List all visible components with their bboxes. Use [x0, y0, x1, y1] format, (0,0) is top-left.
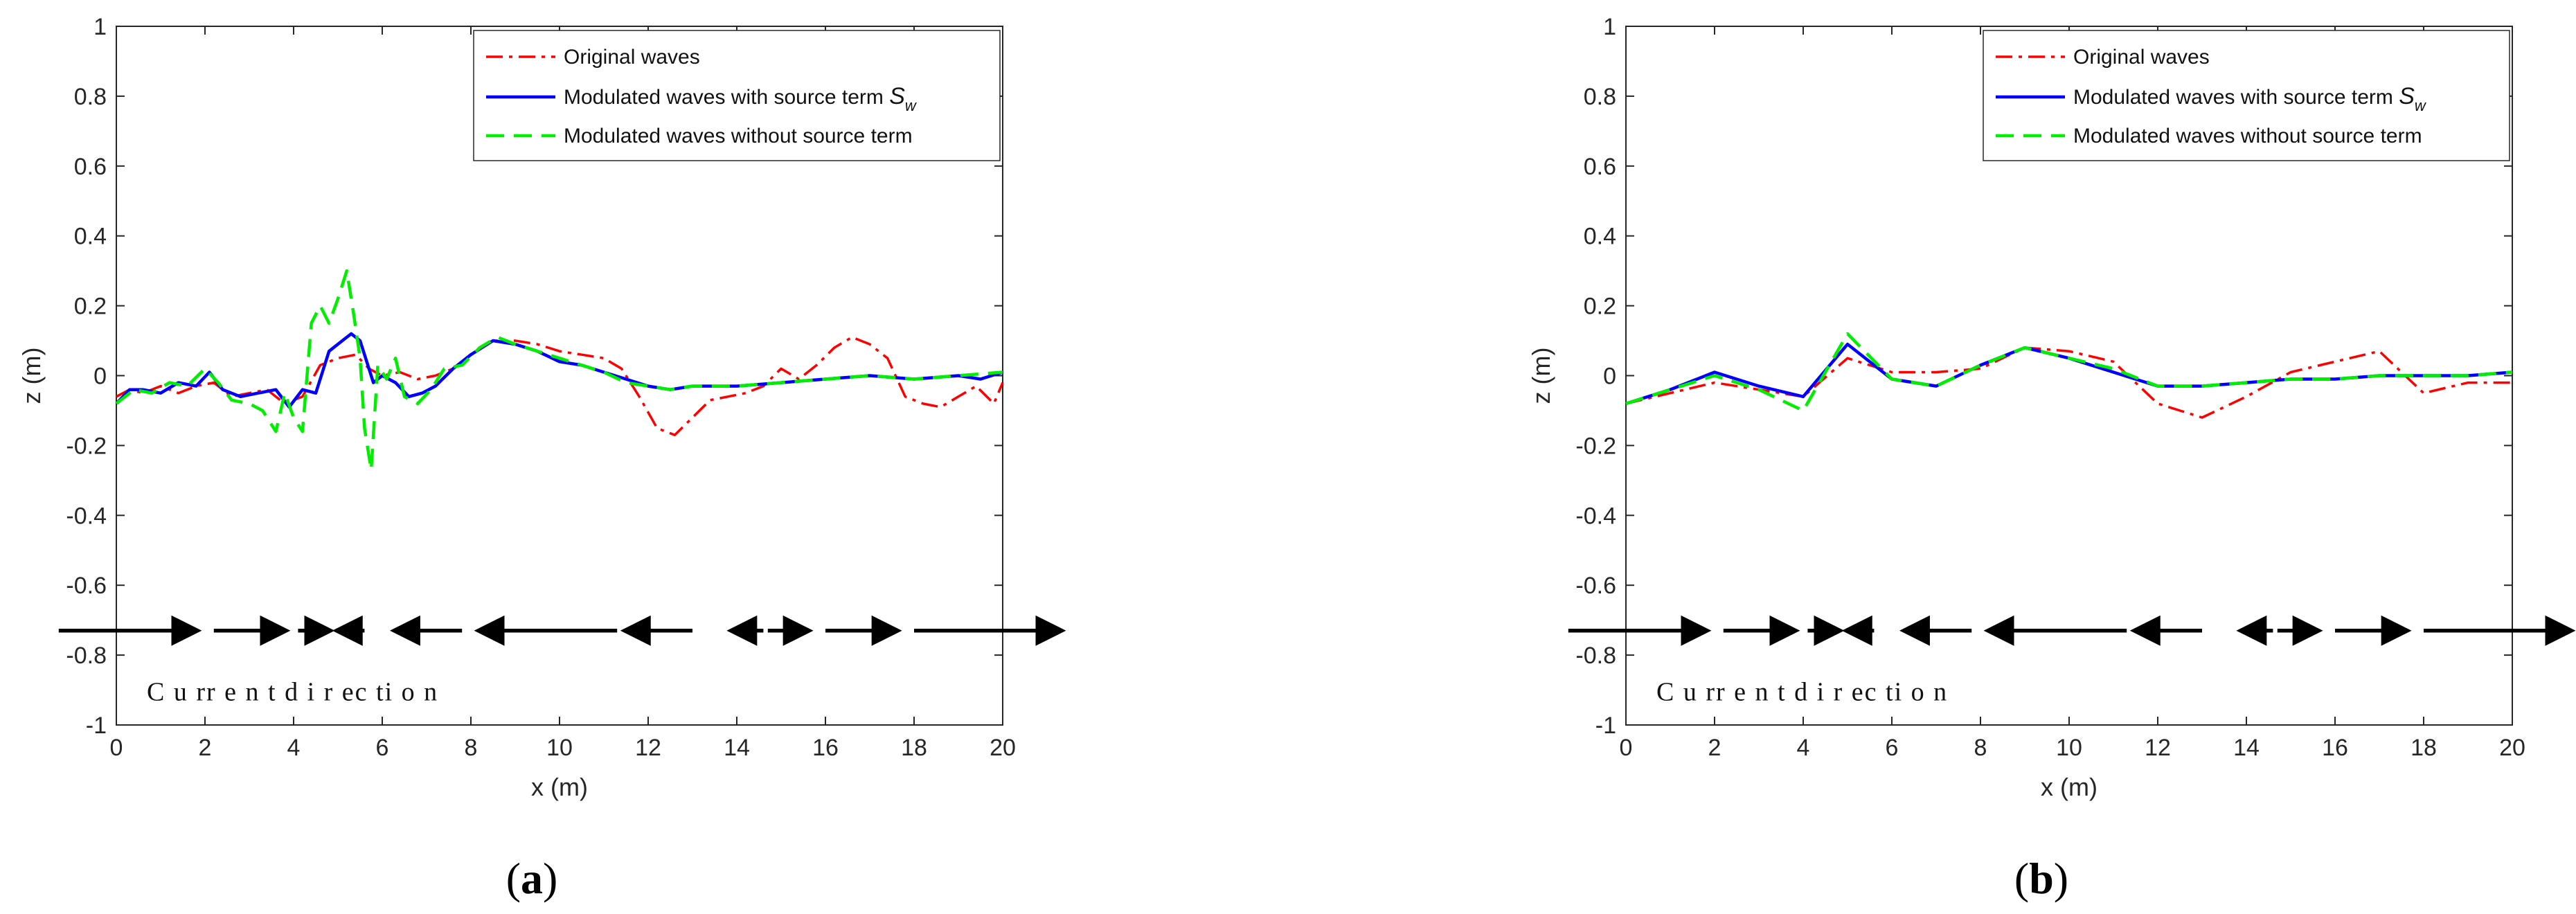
y-tick-label: 0 [93, 364, 107, 390]
y-tick-label: 0.4 [74, 224, 107, 250]
y-tick-label: -0.8 [66, 643, 107, 669]
current-direction-label: C u rr e n t d i r ec ti o n [1656, 678, 1948, 707]
panel-label-open: ( [2014, 854, 2029, 903]
legend-box [473, 30, 1001, 161]
panel-label: (b) [2014, 854, 2068, 903]
x-tick-label: 8 [465, 735, 478, 761]
x-tick-label: 20 [990, 735, 1016, 761]
x-tick-label: 18 [2410, 735, 2437, 761]
y-axis-label: z (m) [1527, 348, 1555, 404]
x-tick-label: 2 [1708, 735, 1721, 761]
x-tick-label: 2 [199, 735, 212, 761]
y-tick-label: 0.2 [1584, 294, 1616, 320]
legend-label-with-source: Modulated waves with source term Sw [2073, 83, 2427, 114]
x-tick-label: 16 [2322, 735, 2348, 761]
legend-box [1983, 30, 2510, 161]
x-tick-label: 6 [376, 735, 389, 761]
series-line-1 [116, 336, 1004, 437]
y-tick-label: 0.8 [1584, 84, 1616, 110]
series-line-3 [1625, 332, 2513, 413]
y-tick-label: -0.8 [1575, 643, 1616, 669]
y-tick-label: 0.6 [74, 154, 107, 180]
x-tick-label: 20 [2499, 735, 2525, 761]
x-tick-label: 0 [1620, 735, 1633, 761]
y-tick-label: -0.4 [1575, 503, 1616, 529]
legend-label-without-source: Modulated waves without source term [564, 125, 913, 147]
legend-symbol-sub: w [2415, 97, 2427, 114]
x-tick-label: 4 [287, 735, 301, 761]
series-line-3 [115, 269, 1003, 472]
current-direction-label: C u rr e n t d i r ec ti o n [147, 678, 438, 707]
legend: Original waves Modulated waves with sourc… [1983, 30, 2510, 161]
y-tick-label: -0.6 [66, 573, 107, 599]
legend-symbol-s: S [2399, 83, 2415, 109]
y-tick-label: -0.2 [1575, 433, 1616, 459]
x-tick-label: 18 [901, 735, 927, 761]
chart-panel-a: 0 2 4 6 8 10 12 14 16 18 20 1 0.8 0.6 0.4 0.2 0 -0.2 -0.4 -… [17, 14, 1066, 903]
y-tick-label: 0.4 [1584, 224, 1616, 250]
legend-label-with-source: Modulated waves with source term Sw [564, 83, 918, 114]
y-tick-label: -0.2 [66, 433, 107, 459]
legend-label-without-source: Modulated waves without source term [2073, 125, 2422, 147]
y-tick-label: 0.8 [74, 84, 107, 110]
x-tick-label: 14 [724, 735, 750, 761]
panel-label-open: ( [506, 854, 521, 903]
x-tick-label: 8 [1974, 735, 1987, 761]
legend-label-original: Original waves [2073, 46, 2210, 69]
panel-label: (a) [506, 854, 558, 903]
legend-symbol-sub: w [905, 97, 918, 114]
series-line-1 [1625, 346, 2512, 419]
x-axis-label: x (m) [2041, 773, 2098, 801]
y-tick-label: -0.4 [66, 503, 107, 529]
legend-symbol-s: S [889, 83, 905, 109]
y-tick-label: 0.6 [1584, 154, 1616, 180]
y-tick-label: -1 [86, 713, 107, 739]
x-tick-label: 12 [2145, 735, 2171, 761]
x-tick-label: 14 [2233, 735, 2260, 761]
panel-label-close: ) [543, 854, 557, 903]
x-tick-label: 10 [2056, 735, 2082, 761]
y-tick-label: 1 [1603, 14, 1616, 40]
x-tick-label: 0 [110, 735, 123, 761]
panel-label-letter: a [521, 854, 543, 903]
y-tick-label: 0.2 [74, 294, 107, 320]
x-tick-label: 16 [812, 735, 839, 761]
y-axis-label: z (m) [17, 348, 46, 404]
legend: Original waves Modulated waves with sourc… [473, 30, 1001, 161]
legend-label-with-source-text: Modulated waves with source term [564, 86, 889, 109]
y-tick-label: 0 [1603, 364, 1616, 390]
panel-label-letter: b [2029, 854, 2054, 903]
x-axis-label: x (m) [531, 773, 588, 801]
legend-label-original: Original waves [564, 46, 700, 69]
x-tick-label: 10 [546, 735, 573, 761]
legend-label-with-source-text: Modulated waves with source term [2073, 86, 2399, 109]
chart-panel-b: 0 2 4 6 8 10 12 14 16 18 20 1 0.8 0.6 0.4 0.2 0 -0.2 -0.4 -… [1527, 14, 2576, 903]
panel-label-close: ) [2054, 854, 2068, 903]
y-tick-label: -0.6 [1575, 573, 1616, 599]
y-tick-label: 1 [93, 14, 107, 40]
y-tick-label: -1 [1595, 713, 1616, 739]
x-tick-label: 12 [635, 735, 661, 761]
x-tick-label: 4 [1797, 735, 1810, 761]
x-tick-label: 6 [1886, 735, 1899, 761]
